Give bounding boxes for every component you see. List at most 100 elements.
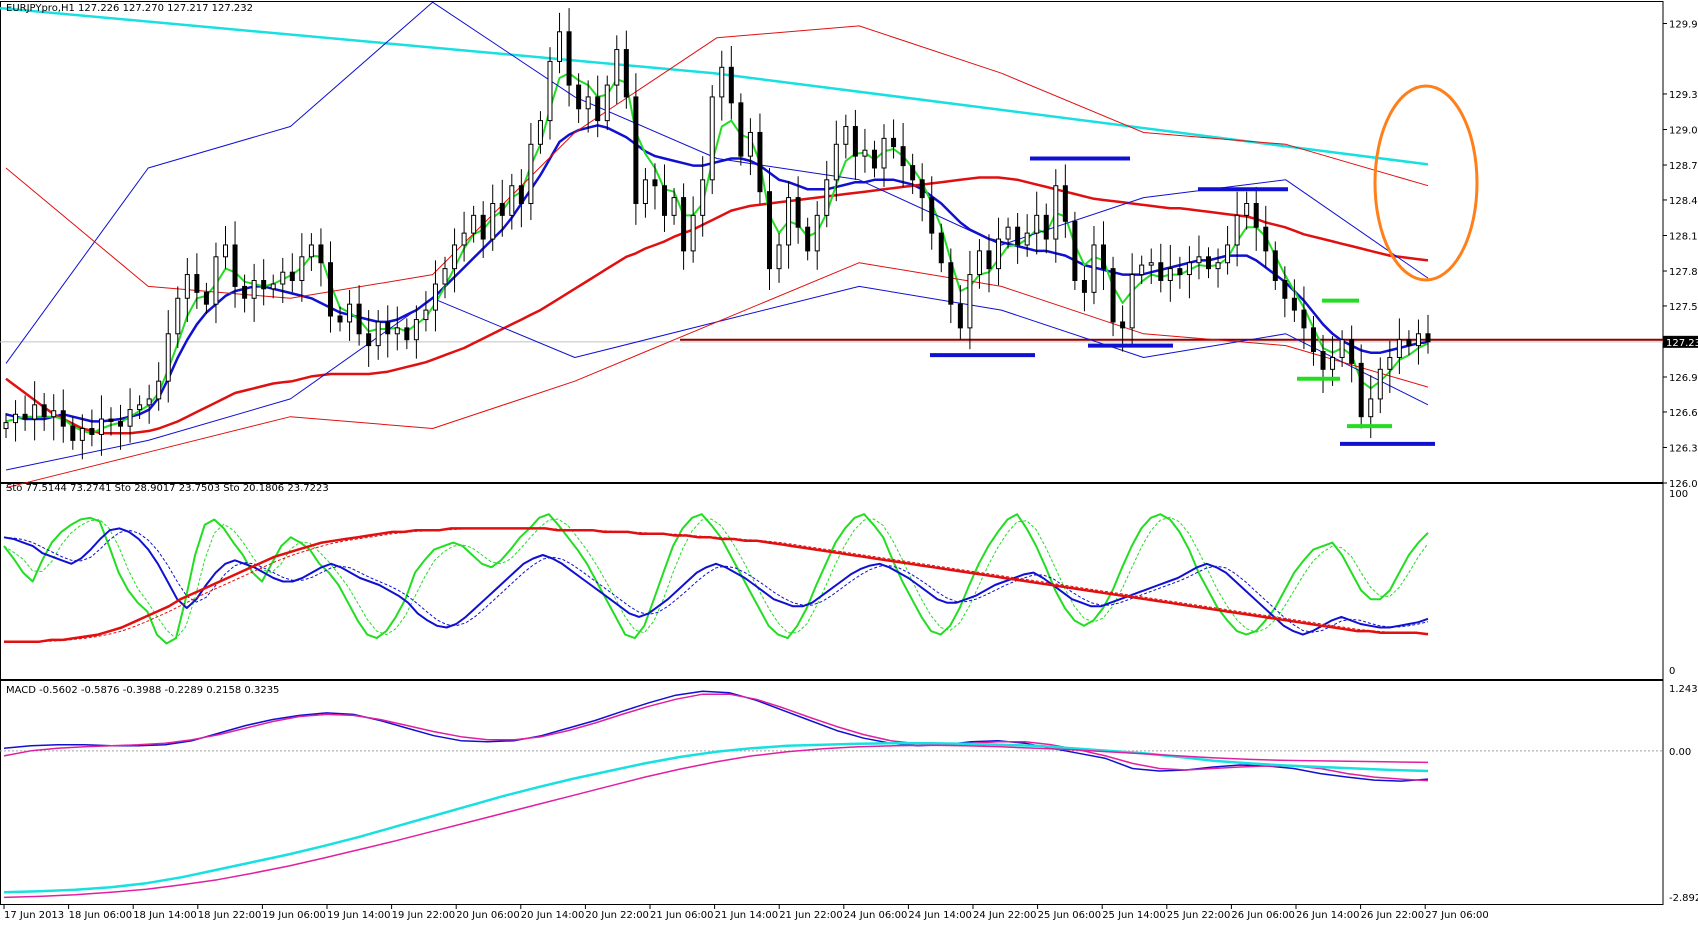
candle <box>251 279 257 299</box>
candle <box>1263 226 1269 252</box>
time-tick-label: 18 Jun 06:00 <box>69 910 133 921</box>
candle <box>1043 214 1049 240</box>
candle <box>614 49 620 86</box>
candle <box>98 418 104 435</box>
candle <box>528 143 534 205</box>
candle <box>805 226 811 252</box>
candle <box>490 203 496 240</box>
candle <box>1091 244 1097 293</box>
candle <box>1053 185 1059 240</box>
time-tick-label: 20 Jun 06:00 <box>456 910 520 921</box>
candle <box>557 31 563 62</box>
time-tick-label: 24 Jun 14:00 <box>908 910 972 921</box>
ma-line-7 <box>5 262 1429 489</box>
price-tick-label: 128.430 <box>1669 196 1698 207</box>
candle <box>700 179 706 216</box>
stoch-line-2 <box>4 527 1429 643</box>
ma-line-5 <box>5 285 1429 471</box>
candle <box>1015 226 1021 246</box>
candle <box>1101 244 1107 270</box>
candle <box>576 84 582 110</box>
macd-line-1 <box>3 693 1429 782</box>
candle <box>366 333 372 347</box>
candle <box>852 126 858 157</box>
candle <box>957 303 963 329</box>
candle <box>938 232 944 264</box>
candle <box>13 413 19 424</box>
price-tick-label: 128.130 <box>1669 231 1698 242</box>
candle <box>3 422 9 430</box>
candle <box>51 410 57 418</box>
candle <box>194 274 200 293</box>
candle <box>175 297 181 335</box>
time-tick-label: 18 Jun 22:00 <box>198 910 262 921</box>
ma-line-0 <box>5 124 1429 423</box>
candle <box>862 149 868 157</box>
candle <box>289 271 295 281</box>
price-tick-label: 129.920 <box>1669 20 1698 31</box>
macd-tick-label: 1.243 <box>1669 684 1698 695</box>
price-tick-label: 128.725 <box>1669 161 1698 172</box>
candle <box>1024 232 1030 246</box>
candle <box>547 60 553 122</box>
price-tick-label: 127.830 <box>1669 267 1698 278</box>
candle <box>1139 264 1145 276</box>
macd-line-2 <box>3 741 1429 894</box>
candle <box>461 232 467 246</box>
candle <box>280 271 286 285</box>
time-tick-label: 24 Jun 22:00 <box>973 910 1037 921</box>
time-tick-label: 20 Jun 14:00 <box>521 910 585 921</box>
time-tick-label: 24 Jun 06:00 <box>844 910 908 921</box>
candle <box>948 262 954 305</box>
candle <box>1177 268 1183 276</box>
candle <box>146 398 152 406</box>
macd-tick-label: -2.8928 <box>1669 893 1698 904</box>
price-tick-label: 129.025 <box>1669 125 1698 136</box>
candle <box>1282 279 1288 299</box>
last-price-badge <box>1663 335 1698 348</box>
candle <box>509 185 515 216</box>
candle <box>127 409 133 427</box>
candle <box>442 268 448 285</box>
time-tick-label: 19 Jun 14:00 <box>327 910 391 921</box>
ma-line-4 <box>5 1 1429 364</box>
candle <box>1320 351 1326 370</box>
candle <box>518 185 524 205</box>
time-tick-label: 26 Jun 14:00 <box>1296 910 1360 921</box>
panel-border-3 <box>0 680 1664 905</box>
candle <box>318 244 324 264</box>
candle <box>1148 262 1154 266</box>
time-tick-label: 20 Jun 22:00 <box>585 910 649 921</box>
price-tick-label: 126.340 <box>1669 443 1698 454</box>
candle <box>165 333 171 382</box>
candle <box>471 214 477 234</box>
candle <box>261 279 267 290</box>
candle <box>1186 262 1192 276</box>
candle <box>60 410 66 427</box>
candle <box>223 244 229 258</box>
candle <box>843 126 849 145</box>
candle <box>1415 333 1421 347</box>
candle <box>871 149 877 169</box>
candle <box>423 309 429 321</box>
candle <box>1291 297 1297 311</box>
candle <box>432 283 438 311</box>
time-tick-label: 17 Jun 2013 <box>4 910 64 921</box>
stoch-line-1 <box>3 527 1429 636</box>
ma-line-1 <box>5 176 1429 435</box>
stoch-tick-label: 0 <box>1669 666 1675 677</box>
price-tick-label: 126.935 <box>1669 373 1698 384</box>
candle <box>919 179 925 199</box>
time-tick-label: 21 Jun 22:00 <box>779 910 843 921</box>
candle <box>1205 256 1211 270</box>
candle <box>776 244 782 270</box>
stoch-tick-label: 100 <box>1669 489 1688 500</box>
candle <box>910 165 916 181</box>
candle <box>537 120 543 145</box>
candle <box>1377 368 1383 400</box>
macd-tick-label: 0.00 <box>1669 747 1691 758</box>
ma-line-3 <box>0 6 1429 166</box>
candle <box>996 238 1002 270</box>
candle <box>604 84 610 122</box>
